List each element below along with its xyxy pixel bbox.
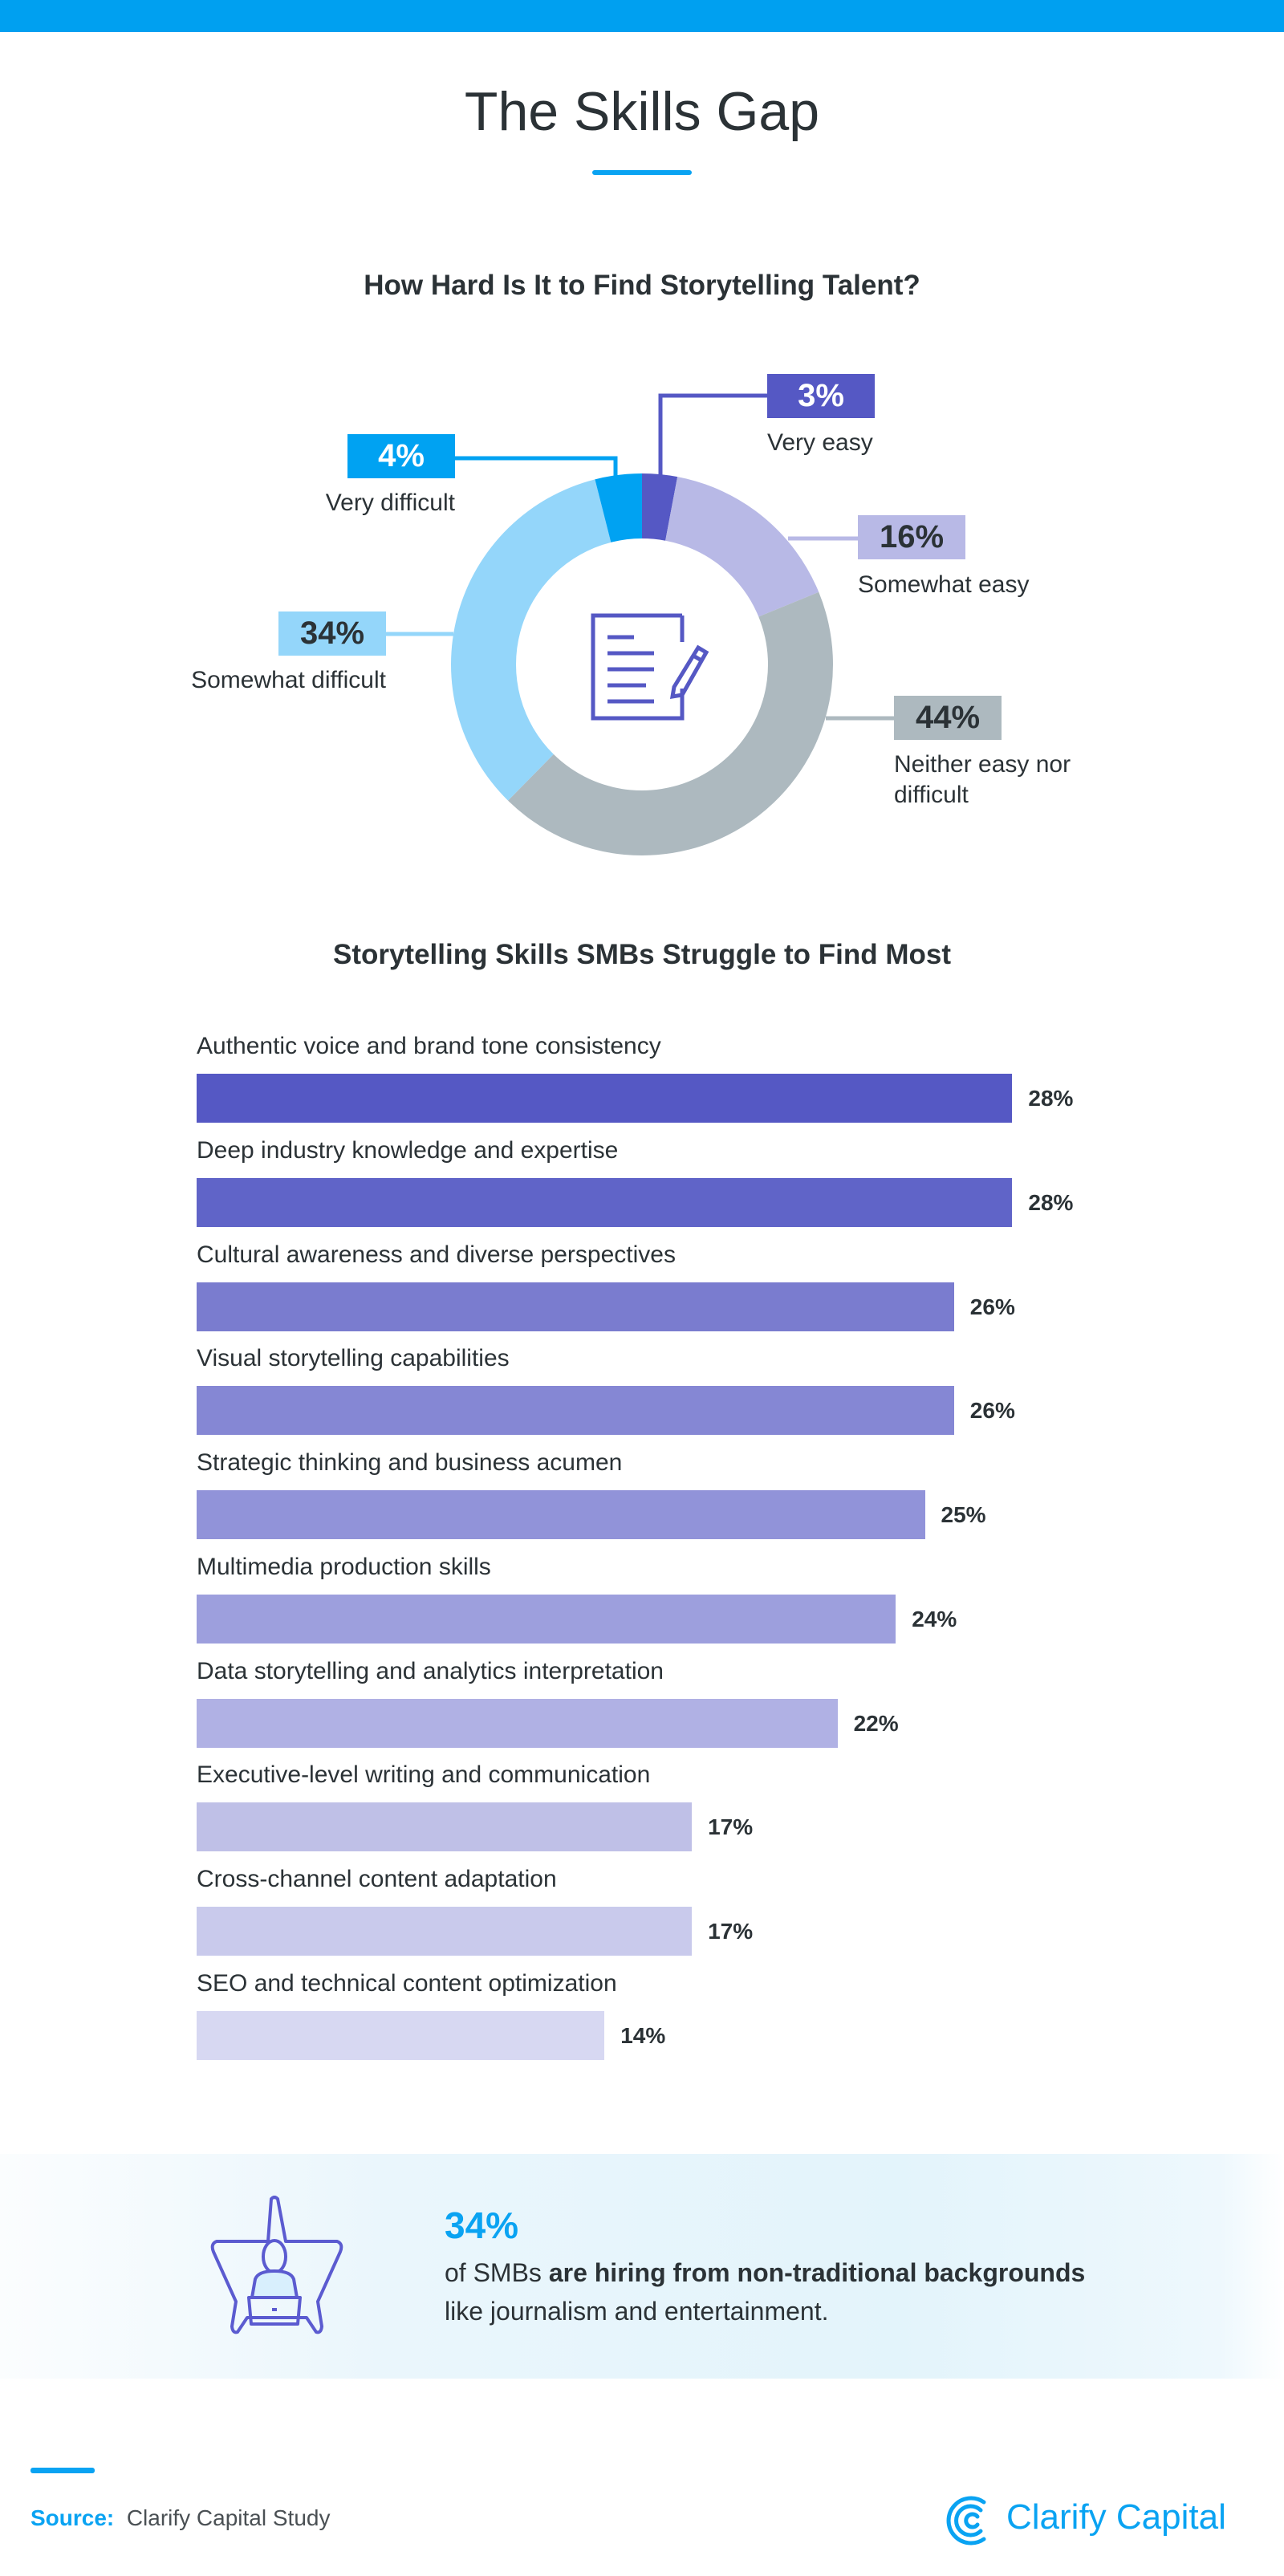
- slice-label-very-difficult: Very difficult: [325, 490, 455, 516]
- donut-slice-very-difficult: [595, 473, 642, 542]
- donut-chart: [386, 393, 894, 855]
- bar: [197, 1802, 693, 1852]
- star-person-laptop-icon: [210, 2196, 343, 2334]
- slice-value-very-easy: 3%: [767, 374, 875, 418]
- bar-value-label: 24%: [912, 1606, 957, 1631]
- bar-value-label: 26%: [969, 1398, 1015, 1424]
- bar-label: Multimedia production skills: [197, 1553, 491, 1580]
- bar-value-label: 28%: [1028, 1086, 1074, 1111]
- bar: [197, 1386, 954, 1436]
- bar: [197, 1907, 693, 1956]
- clarify-capital-logo-icon: [946, 2496, 986, 2546]
- callout-panel: [0, 2154, 1284, 2379]
- document-pencil-icon: [591, 613, 709, 721]
- bar-value-label: 22%: [853, 1710, 899, 1736]
- page-title: The Skills Gap: [464, 81, 820, 142]
- bar-label: Deep industry knowledge and expertise: [197, 1136, 619, 1164]
- bar: [197, 1594, 896, 1644]
- callout-text-line2: like journalism and entertainment.: [445, 2297, 829, 2326]
- bar-label: Data storytelling and analytics interpre…: [197, 1657, 664, 1684]
- bar-label: Cross-channel content adaptation: [197, 1866, 557, 1892]
- slice-value-very-difficult: 4%: [347, 434, 455, 478]
- callout-text-plain: of SMBs: [445, 2258, 549, 2287]
- bar-value-label: 25%: [941, 1502, 986, 1527]
- leader-line-very-difficult: [455, 456, 618, 477]
- slice-label-very-easy: Very easy: [767, 429, 873, 456]
- bar: [197, 1698, 838, 1748]
- source-label: Source:: [30, 2505, 115, 2530]
- slice-label-somewhat-difficult: Somewhat difficult: [191, 667, 386, 693]
- donut-slice-neither: [508, 591, 833, 855]
- donut-chart-title: How Hard Is It to Find Storytelling Tale…: [364, 270, 920, 301]
- callout-text-line1: of SMBs are hiring from non-traditional …: [445, 2258, 1085, 2288]
- bar-value-label: 28%: [1028, 1189, 1074, 1215]
- bar-value-label: 17%: [708, 1919, 754, 1944]
- bar-label: Executive-level writing and communicatio…: [197, 1761, 651, 1789]
- bar: [197, 1282, 954, 1331]
- bar: [197, 1177, 1013, 1227]
- bar: [197, 1074, 1013, 1123]
- source-value: Clarify Capital Study: [126, 2505, 331, 2530]
- top-accent-bar: [0, 0, 1284, 32]
- slice-label-neither-line1: Neither easy nor: [894, 751, 1071, 778]
- bar-label: Strategic thinking and business acumen: [197, 1449, 623, 1476]
- slice-label-somewhat-easy: Somewhat easy: [858, 571, 1030, 598]
- donut-slice-very-easy: [642, 473, 678, 541]
- bar: [197, 2010, 605, 2060]
- bar-label: Cultural awareness and diverse perspecti…: [197, 1241, 676, 1268]
- callout-text-bold: are hiring from non-traditional backgrou…: [548, 2258, 1086, 2287]
- bar-value-label: 14%: [620, 2022, 666, 2048]
- source-note: Source: Clarify Capital Study: [30, 2505, 330, 2531]
- donut-slice-somewhat-difficult: [451, 479, 612, 801]
- leader-line-very-easy: [658, 393, 767, 477]
- slice-value-neither: 44%: [894, 696, 1002, 740]
- title-underline: [592, 170, 692, 175]
- bar-value-label: 17%: [708, 1814, 754, 1840]
- bar: [197, 1490, 925, 1539]
- bar-value-label: 26%: [969, 1294, 1015, 1319]
- slice-label-neither-line2: difficult: [894, 782, 969, 808]
- slice-value-somewhat-easy: 16%: [858, 515, 965, 559]
- footer-divider: [30, 2468, 95, 2473]
- callout-stat: 34%: [445, 2204, 519, 2246]
- clarify-capital-logo-text: Clarify Capital: [1006, 2497, 1226, 2537]
- slice-value-somewhat-difficult: 34%: [278, 611, 386, 656]
- bar-label: Authentic voice and brand tone consisten…: [197, 1033, 661, 1059]
- bar-chart-title: Storytelling Skills SMBs Struggle to Fin…: [332, 939, 952, 970]
- bar-label: Visual storytelling capabilities: [197, 1345, 510, 1372]
- bar-label: SEO and technical content optimization: [197, 1969, 617, 1997]
- donut-slice-somewhat-easy: [665, 477, 819, 617]
